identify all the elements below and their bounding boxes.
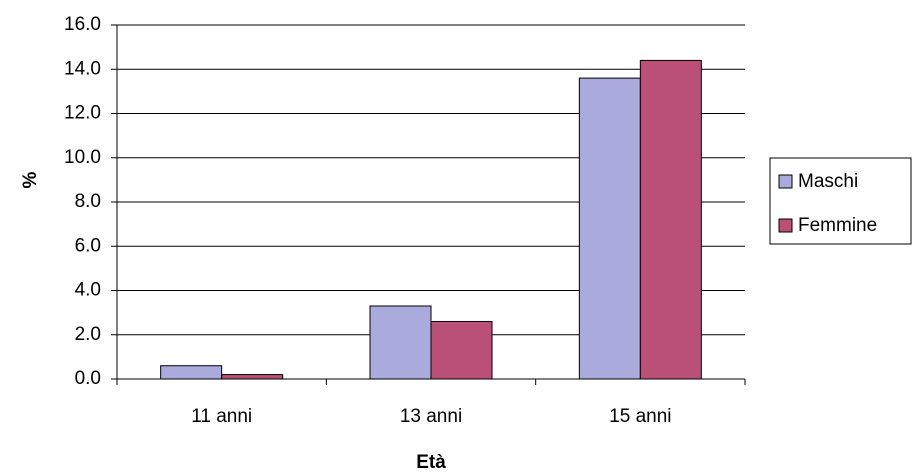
x-tick-label: 15 anni [609,406,671,427]
legend-box [769,157,912,245]
y-axis-label: % [20,171,41,188]
legend-label: Femmine [798,215,877,236]
y-tick-label: 0.0 [75,368,101,389]
legend-swatch [778,174,793,189]
bar [160,365,223,380]
y-tick-label: 4.0 [75,280,101,301]
x-tick-label: 11 anni [191,406,252,427]
y-tick-label: 14.0 [64,58,101,79]
bar [639,59,702,380]
legend-swatch [778,218,793,233]
x-axis-label: Età [416,452,446,473]
legend-label: Maschi [798,171,858,192]
y-tick-label: 16.0 [64,14,101,35]
bar [430,320,493,380]
y-tick-label: 10.0 [64,147,101,168]
bar [578,77,641,380]
bar [369,305,432,380]
y-tick-label: 12.0 [64,103,101,124]
y-tick-label: 2.0 [75,324,101,345]
x-tick-label: 13 anni [400,406,462,427]
bar [221,374,284,380]
y-tick-label: 6.0 [75,235,101,256]
y-tick-label: 8.0 [75,191,101,212]
